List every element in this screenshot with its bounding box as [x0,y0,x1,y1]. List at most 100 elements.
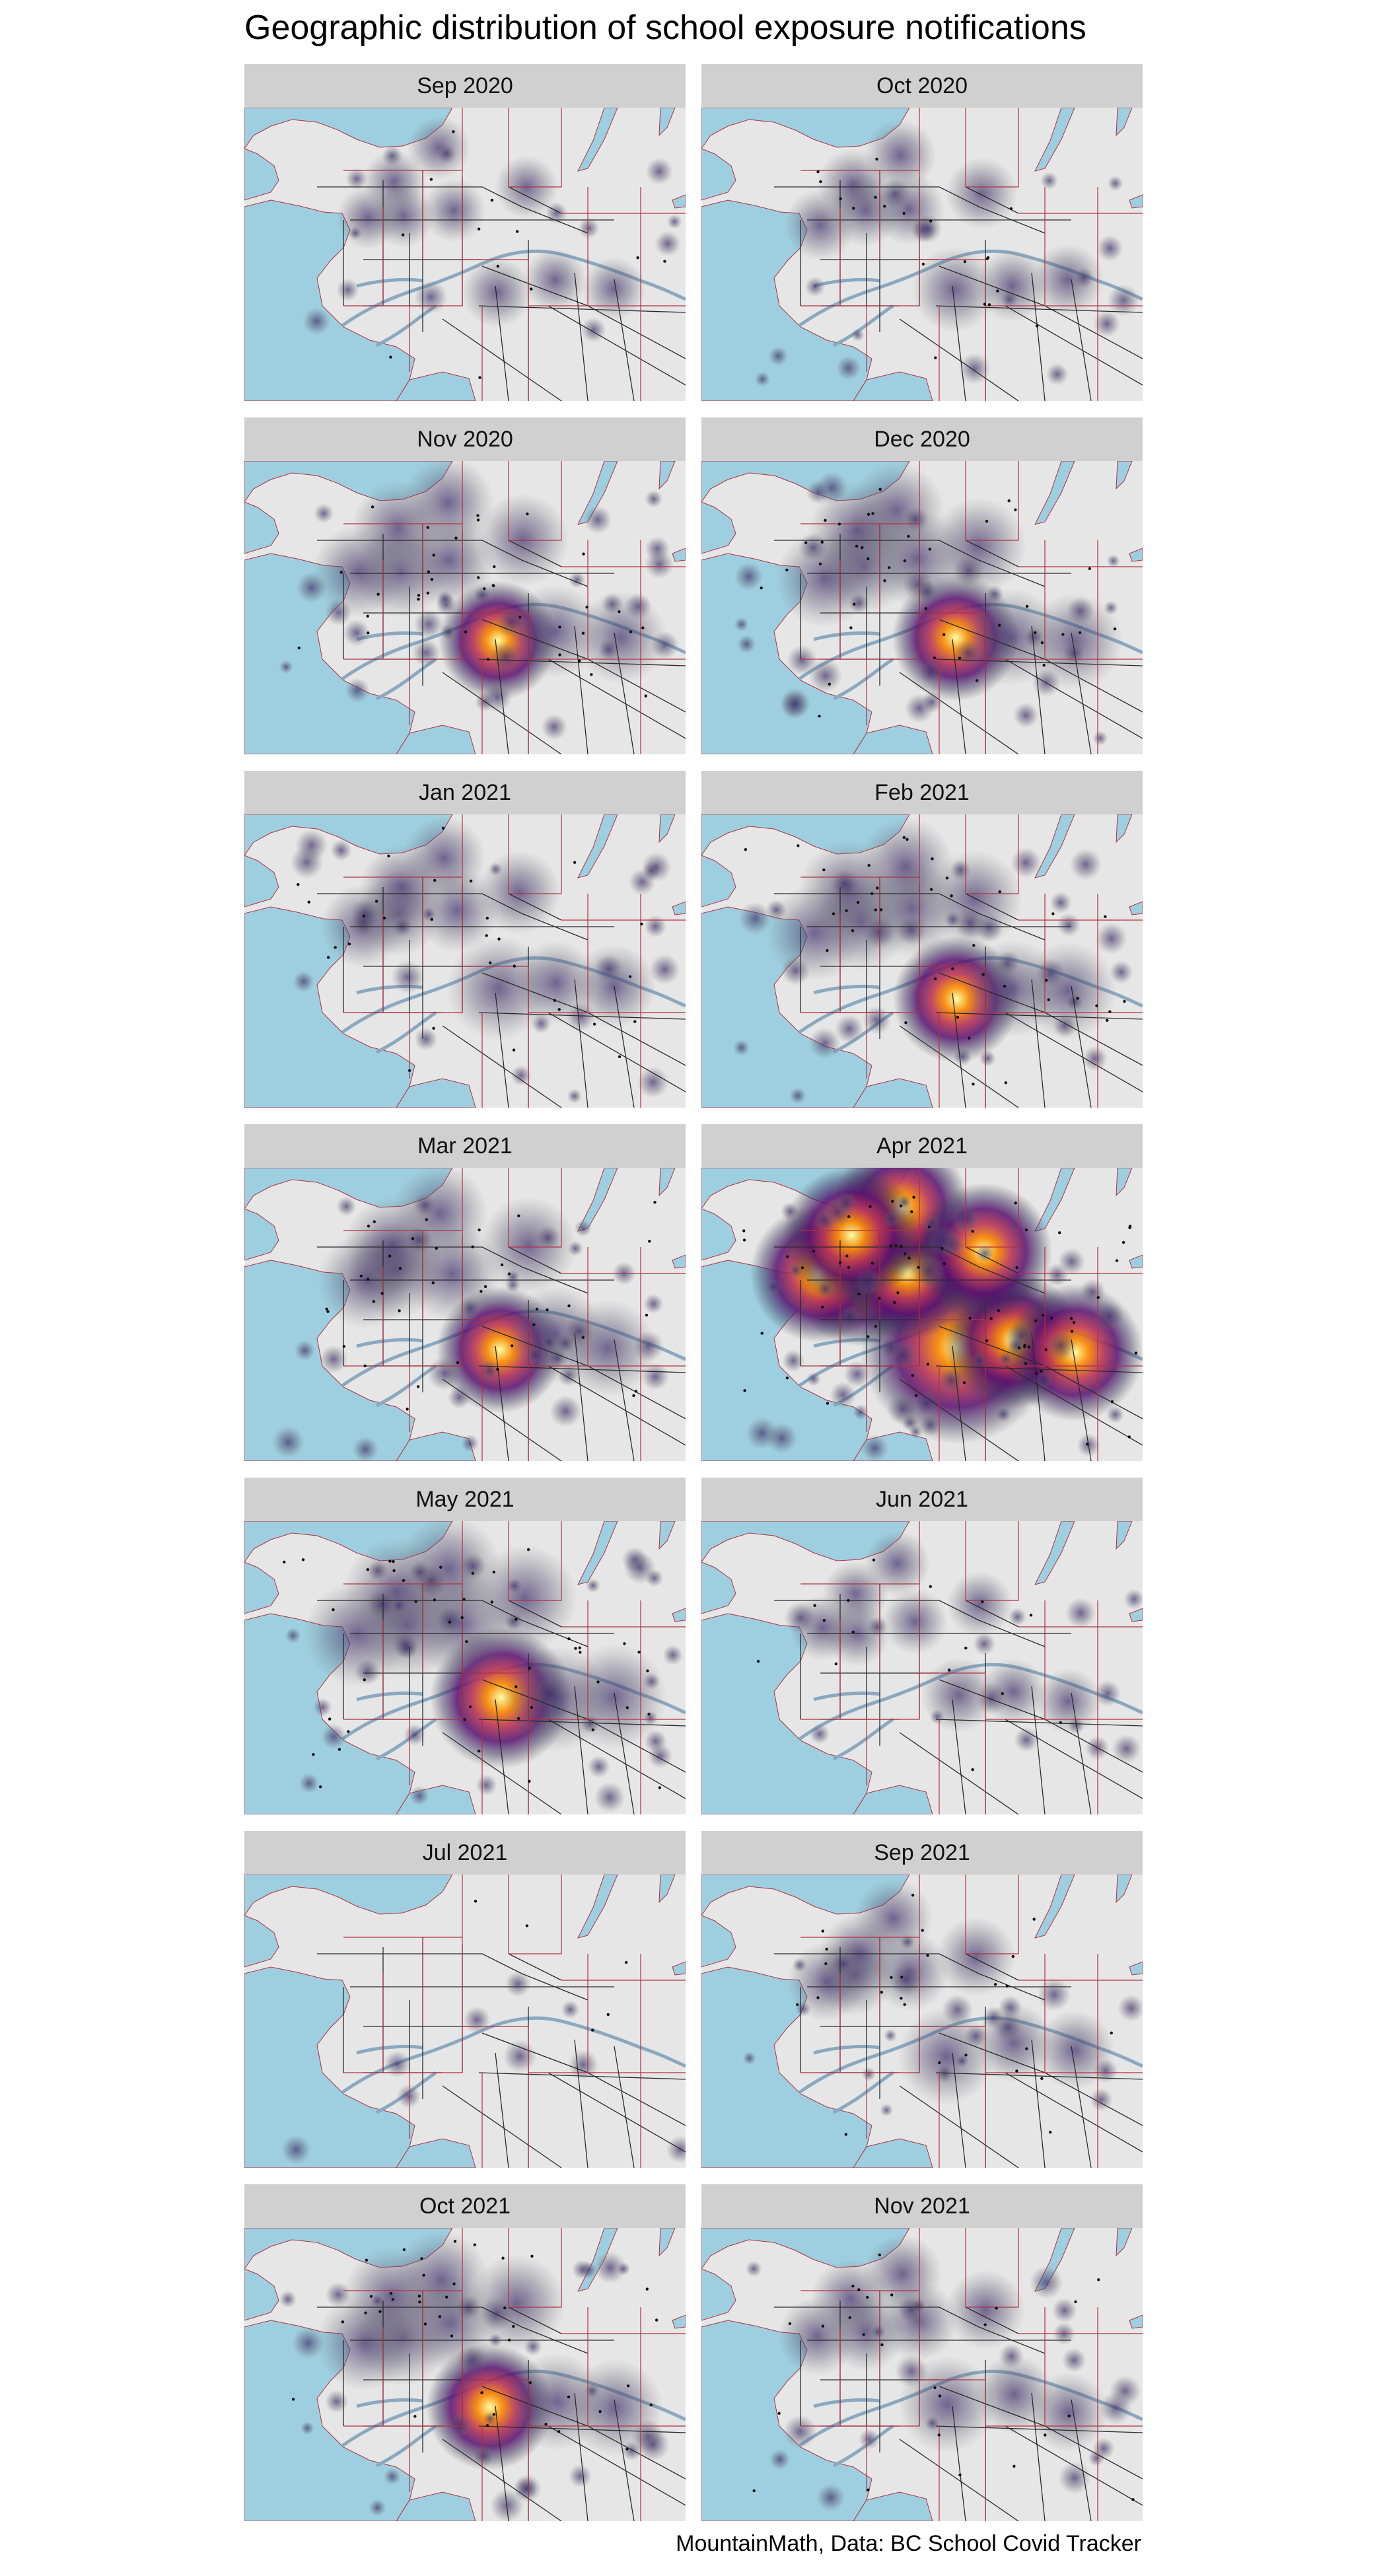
facet-label: Jun 2021 [876,1487,968,1512]
density-spot [1063,642,1085,665]
school-point [853,602,856,606]
municipal-boundary [919,966,986,1108]
road [495,285,509,401]
density-hotspot [1026,592,1123,691]
density-spot [1107,175,1123,192]
school-point [398,1267,402,1270]
school-point [347,1730,350,1733]
school-point [857,1292,861,1296]
school-point [826,948,829,952]
water-body [658,1875,676,1904]
school-point [480,1289,483,1293]
density-spot [587,1755,610,1778]
school-point [465,1640,468,1643]
school-point [493,565,496,569]
school-point [414,1600,417,1603]
density-spot [952,554,985,588]
school-point [1040,641,1044,645]
school-point [996,289,999,293]
road [935,1719,1143,1727]
school-point [934,356,937,359]
water-body [701,855,736,908]
school-point [535,1307,539,1311]
fraser-river [375,1011,437,1054]
school-point [971,1229,974,1233]
municipal-boundary [919,2026,986,2168]
school-point [557,2430,561,2433]
water-body [396,371,476,401]
school-point [363,1364,367,1368]
density-spot [460,1434,480,1452]
density-spot [1093,310,1121,338]
school-point [942,1262,946,1266]
municipal-boundary [343,170,463,306]
school-point [387,854,390,858]
school-point [777,2412,781,2415]
municipal-boundary [800,523,920,660]
school-point [319,1785,322,1789]
map-panel [244,1521,686,1814]
water-body [672,1961,686,1976]
school-point [874,196,877,199]
school-point [826,1402,830,1405]
road [935,1012,1143,1020]
school-point [392,1569,396,1573]
school-point [1025,604,1029,608]
density-spot [463,2006,491,2034]
school-point [998,890,1001,894]
road [442,672,562,754]
density-spot [1103,600,1118,616]
school-point [365,2258,369,2262]
water-body [1034,108,1075,172]
facet-label: Apr 2021 [876,1133,968,1159]
density-spot [644,549,674,579]
school-point [366,1277,370,1281]
facet-strip: Feb 2021 [701,771,1143,814]
school-point [417,2295,421,2298]
road [574,1332,588,1461]
school-point [325,1307,328,1310]
water-body [672,2314,686,2329]
density-spot [568,2464,592,2488]
water-body [1129,1608,1143,1622]
school-point [402,233,405,236]
school-point [904,1252,907,1256]
school-point [743,1389,746,1392]
facet-panel: Feb 2021 [701,771,1143,1108]
school-point [824,1962,828,1966]
school-point [624,1960,628,1964]
water-body [1116,814,1133,843]
school-point [1095,1004,1098,1007]
density-spot [1000,290,1018,308]
school-point [911,1894,915,1897]
density-spot [830,869,859,898]
density-spot [371,2294,384,2308]
school-point [367,631,370,635]
density-spot [511,1065,532,1086]
water-body [701,501,736,554]
school-point [997,1308,1001,1312]
density-spot [1096,234,1123,262]
school-point [497,937,501,941]
municipal-boundary [919,1672,986,1814]
school-point [632,1394,635,1398]
school-point [968,1316,972,1320]
density-spot [513,2474,542,2503]
school-point [513,964,516,968]
school-point [371,505,374,509]
school-point [964,2054,968,2057]
density-spot [1037,1978,1071,2011]
fraser-river [356,2044,423,2055]
school-point [844,2133,848,2136]
school-point [471,1245,474,1248]
school-point [816,1996,820,1999]
water-body [1116,1875,1133,1904]
school-point [312,1752,315,1756]
school-point [910,1210,913,1213]
school-point [931,857,934,861]
fraser-river [813,631,880,641]
school-point [626,2384,630,2388]
density-spot [1057,1248,1086,1275]
school-point [958,2473,962,2477]
school-point [1110,2031,1113,2035]
